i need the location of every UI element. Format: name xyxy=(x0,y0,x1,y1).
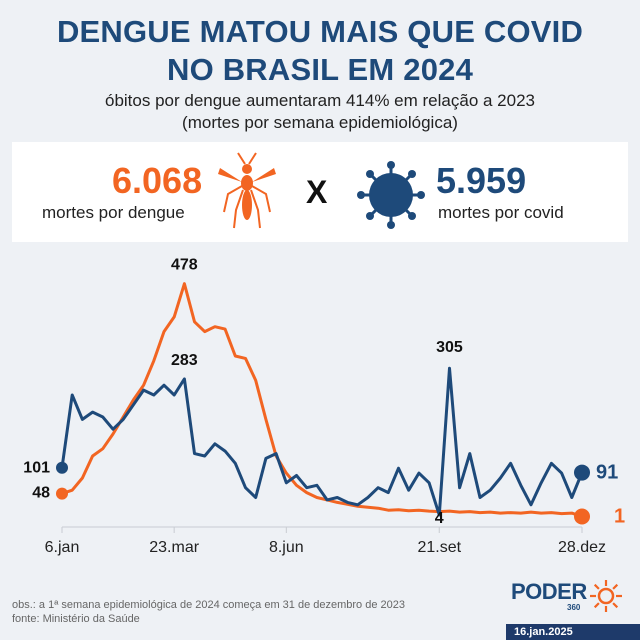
footnote: obs.: a 1ª semana epidemiológica de 2024… xyxy=(12,599,405,611)
line-chart: 6.jan 23.mar 8.jun 21.set 28.dez 48 478 1 101 28… xyxy=(23,257,625,556)
mosquito-icon xyxy=(218,152,276,229)
dengue-series-line xyxy=(61,282,583,518)
dengue-endpoint-marker xyxy=(56,487,68,500)
x-tick-label: 8.jun xyxy=(269,539,304,556)
virus-icon xyxy=(357,161,425,229)
covid-caption: mortes por covid xyxy=(438,203,564,222)
dengue-data-label: 478 xyxy=(171,257,198,274)
source-note: fonte: Ministério da Saúde xyxy=(12,613,140,625)
covid-total: 5.959 xyxy=(436,160,527,201)
covid-data-label: 283 xyxy=(171,352,198,369)
dengue-caption: mortes por dengue xyxy=(42,203,185,222)
covid-data-label: 4 xyxy=(435,510,444,527)
covid-data-label: 91 xyxy=(596,462,618,484)
dengue-data-label: 48 xyxy=(32,485,50,502)
publication-date: 16.jan.2025 xyxy=(514,626,573,638)
date-badge xyxy=(506,624,640,640)
poder360-logo-sub: 360 xyxy=(567,603,581,612)
sun-logo-icon xyxy=(590,580,622,612)
x-tick-label: 21.set xyxy=(417,539,461,556)
chart-subtitle-line2: (mortes por semana epidemiológica) xyxy=(182,113,458,132)
covid-endpoint-marker xyxy=(574,464,590,481)
dengue-data-label: 1 xyxy=(614,506,625,528)
dengue-endpoint-marker xyxy=(574,508,590,525)
covid-series-line xyxy=(60,366,584,517)
covid-data-label: 101 xyxy=(23,460,50,477)
covid-data-label: 305 xyxy=(436,339,463,356)
dengue-total: 6.068 xyxy=(112,160,203,201)
covid-endpoint-marker xyxy=(56,461,68,474)
poder360-logo: PODER xyxy=(511,579,587,604)
versus-label: X xyxy=(306,174,328,210)
chart-title-line1: DENGUE MATOU MAIS QUE COVID xyxy=(56,14,584,49)
stats-box xyxy=(12,142,628,242)
x-tick-label: 23.mar xyxy=(149,539,199,556)
chart-subtitle-line1: óbitos por dengue aumentaram 414% em rel… xyxy=(104,91,535,110)
x-tick-label: 6.jan xyxy=(45,539,80,556)
chart-title-line2: NO BRASIL EM 2024 xyxy=(166,52,474,87)
x-tick-label: 28.dez xyxy=(558,539,606,556)
